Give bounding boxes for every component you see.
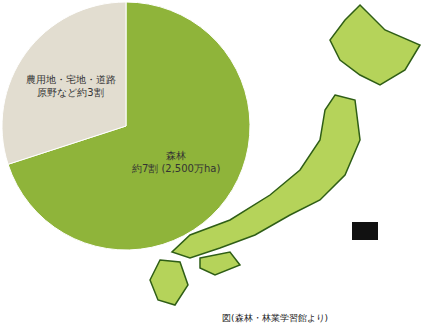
- svg-text:農用地・宅地・道路原野など約3割: 農用地・宅地・道路原野など約3割: [26, 74, 116, 98]
- svg-text:森林約7割 (2,500万ha): 森林約7割 (2,500万ha): [132, 150, 221, 174]
- svg-text:図(森林・林業学習館より): 図(森林・林業学習館より): [222, 313, 328, 323]
